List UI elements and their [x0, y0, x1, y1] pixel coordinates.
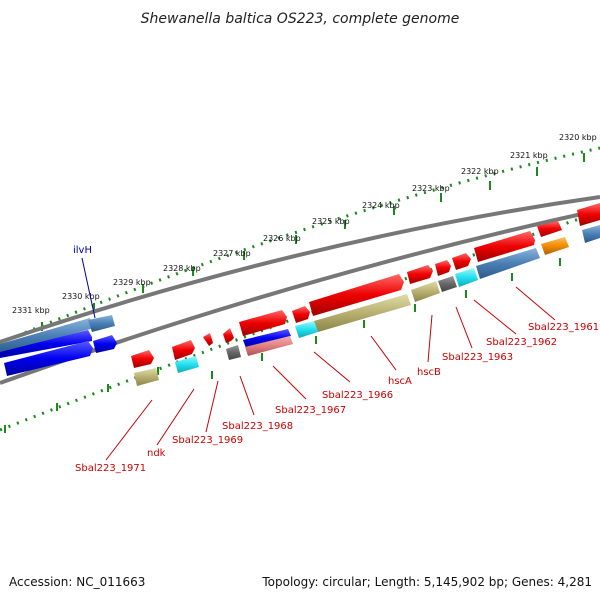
gene-label-hscA: hscA [388, 376, 412, 387]
kbp-label-2324: 2324 kbp [362, 201, 400, 210]
gene-block [88, 315, 115, 332]
backbone-outer [0, 195, 600, 344]
gene-block [243, 329, 291, 348]
gene-block [175, 356, 199, 373]
kbp-label-2327: 2327 kbp [213, 249, 251, 258]
gene-label-Sbal223_1967: Sbal223_1967 [275, 405, 346, 416]
inner-major-ticks [4, 258, 561, 433]
gene-label-Sbal223_1961: Sbal223_1961 [528, 322, 599, 333]
gene-block [537, 221, 562, 237]
kbp-label-2328: 2328 kbp [163, 264, 201, 273]
gene-block [292, 306, 310, 323]
gene-block [309, 274, 404, 316]
kbp-label-2321: 2321 kbp [510, 151, 548, 160]
map-title: Shewanella baltica OS223, complete genom… [141, 11, 460, 27]
gene-block [411, 281, 440, 302]
ilvh-leader [81, 257, 96, 319]
gene-block [435, 260, 451, 276]
gene-label-Sbal223_1969: Sbal223_1969 [172, 435, 243, 446]
gene-label-Sbal223_1971: Sbal223_1971 [75, 463, 146, 474]
gene-block [541, 237, 569, 255]
gene-block [0, 318, 94, 354]
gene-block [295, 321, 318, 338]
gene-label-ilvH: ilvH [73, 245, 92, 256]
kbp-label-2325: 2325 kbp [312, 217, 350, 226]
ilvh-region-genes [0, 315, 117, 376]
kbp-label-2331: 2331 kbp [12, 306, 50, 315]
gene-block [577, 203, 600, 226]
gene-block [452, 253, 471, 270]
gene-label-Sbal223_1968: Sbal223_1968 [222, 421, 293, 432]
gene-block [0, 330, 92, 358]
kbp-label-2329: 2329 kbp [113, 278, 151, 287]
gene-block [172, 340, 195, 360]
kbp-labels: 2320 kbp 2321 kbp 2322 kbp 2323 kbp 2324… [12, 133, 597, 315]
gene-label-Sbal223_1966: Sbal223_1966 [322, 390, 393, 401]
kbp-label-2323: 2323 kbp [412, 184, 450, 193]
outer-scale-arc [0, 146, 600, 345]
gene-block [582, 225, 600, 243]
gene-block [131, 350, 154, 368]
kbp-label-2326: 2326 kbp [263, 234, 301, 243]
gene-block [226, 345, 241, 360]
gene-block [239, 310, 287, 336]
kbp-label-2320: 2320 kbp [559, 133, 597, 142]
accession-text: Accession: NC_011663 [9, 575, 145, 589]
gene-block [314, 294, 411, 332]
gene-block [203, 333, 213, 346]
gene-block [438, 276, 457, 292]
gene-block [223, 328, 234, 343]
gene-label-ndk: ndk [147, 448, 166, 459]
genome-summary-text: Topology: circular; Length: 5,145,902 bp… [261, 575, 592, 589]
gene-label-Sbal223_1962: Sbal223_1962 [486, 337, 557, 348]
reverse-strand-genes [134, 225, 600, 386]
label-leaders [105, 286, 556, 461]
gene-block [474, 231, 535, 262]
kbp-label-2322: 2322 kbp [461, 167, 499, 176]
gene-block [93, 335, 117, 353]
kbp-label-2330: 2330 kbp [62, 292, 100, 301]
gene-label-hscB: hscB [417, 367, 441, 378]
gene-block [455, 268, 478, 287]
gene-block [4, 341, 93, 376]
gene-block [407, 265, 433, 284]
gene-block [245, 336, 293, 356]
gene-label-Sbal223_1963: Sbal223_1963 [442, 352, 513, 363]
gene-block [476, 248, 540, 279]
gene-block [134, 368, 159, 386]
gene-labels: ilvH Sbal223_1961 Sbal223_1962 Sbal223_1… [73, 245, 599, 474]
forward-strand-genes [131, 203, 600, 368]
